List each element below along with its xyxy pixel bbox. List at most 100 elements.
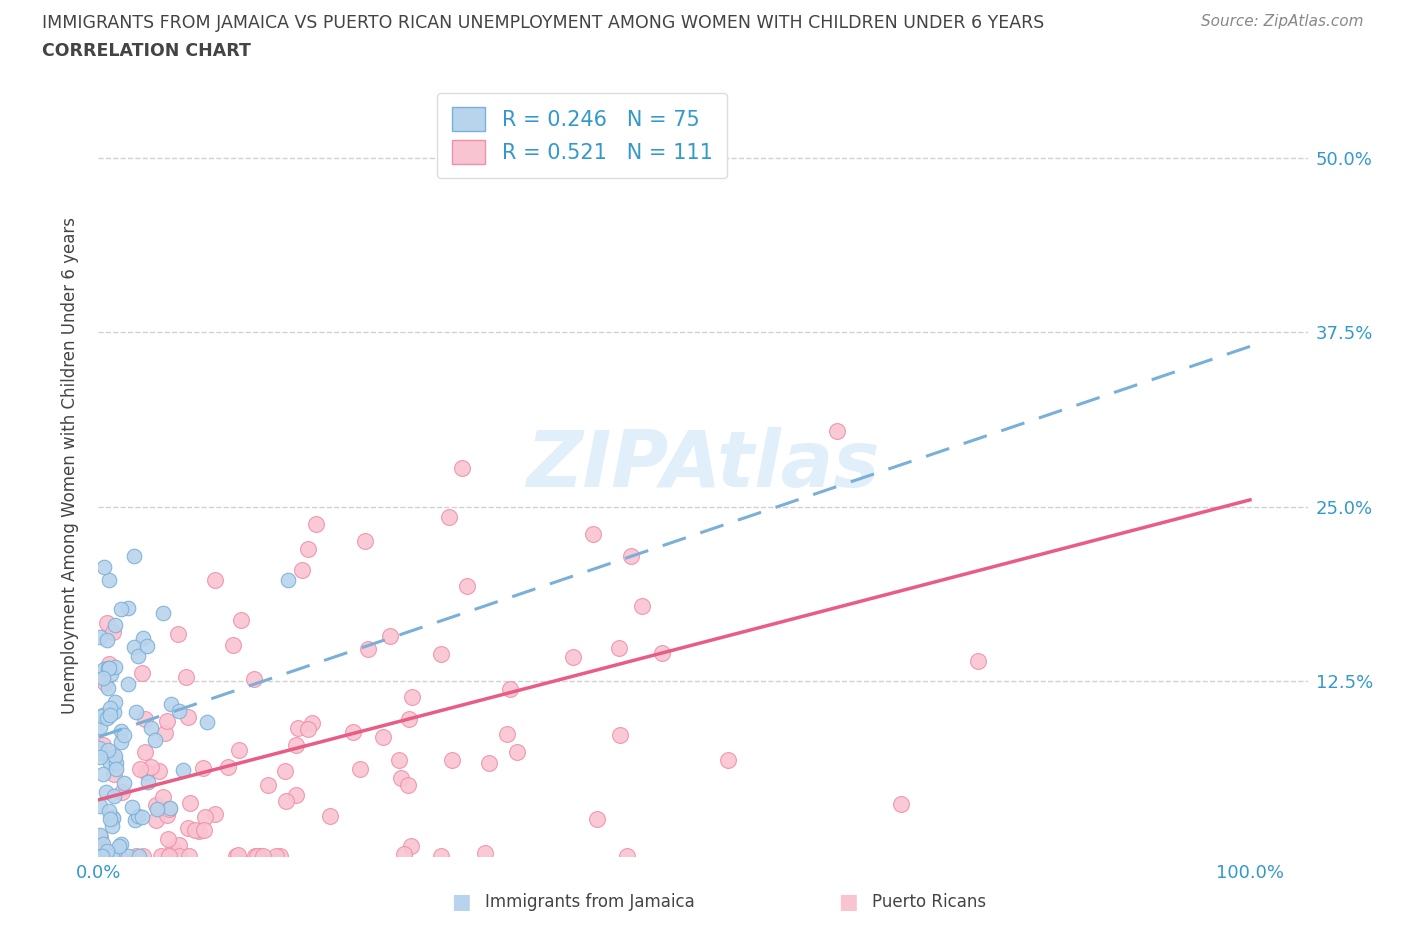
Point <box>156 808 179 823</box>
Point <box>110 837 132 852</box>
Point <box>100 848 122 863</box>
Point <box>561 649 583 664</box>
Point <box>136 639 159 654</box>
Point <box>156 831 179 846</box>
Point <box>179 795 201 810</box>
Point <box>98 812 121 827</box>
Point <box>456 578 478 593</box>
Point <box>104 755 127 770</box>
Point <box>631 598 654 613</box>
Point <box>97 573 120 588</box>
Point <box>101 811 124 826</box>
Point <box>103 766 125 781</box>
Point <box>167 838 190 853</box>
Point <box>194 809 217 824</box>
Text: Source: ZipAtlas.com: Source: ZipAtlas.com <box>1201 14 1364 29</box>
Point <box>98 657 121 671</box>
Point <box>141 760 163 775</box>
Point <box>441 753 464 768</box>
Point <box>91 766 114 781</box>
Point <box>266 848 288 863</box>
Point <box>131 666 153 681</box>
Y-axis label: Unemployment Among Women with Children Under 6 years: Unemployment Among Women with Children U… <box>60 217 79 713</box>
Point <box>110 734 132 749</box>
Point <box>110 724 132 738</box>
Point <box>966 654 988 669</box>
Point <box>91 837 114 852</box>
Point <box>609 728 631 743</box>
Point <box>91 737 114 752</box>
Text: ZIPAtlas: ZIPAtlas <box>526 427 880 503</box>
Point <box>145 798 167 813</box>
Point <box>371 730 394 745</box>
Point <box>174 670 197 684</box>
Point <box>586 812 609 827</box>
Point <box>104 761 127 776</box>
Text: Puerto Ricans: Puerto Ricans <box>872 894 987 911</box>
Point <box>96 848 118 863</box>
Point <box>291 563 314 578</box>
Point <box>349 762 371 777</box>
Point <box>167 627 190 642</box>
Point <box>94 675 117 690</box>
Point <box>257 777 280 792</box>
Point <box>98 700 121 715</box>
Point <box>136 775 159 790</box>
Point <box>121 800 143 815</box>
Point <box>193 823 215 838</box>
Point <box>478 756 501 771</box>
Text: ■: ■ <box>838 893 858 912</box>
Point <box>246 848 269 863</box>
Point <box>156 713 179 728</box>
Point <box>825 423 848 438</box>
Point <box>274 793 297 808</box>
Point <box>169 848 191 863</box>
Point <box>401 839 423 854</box>
Point <box>204 806 226 821</box>
Point <box>297 542 319 557</box>
Point <box>284 737 307 752</box>
Point <box>195 714 218 729</box>
Point <box>247 848 270 863</box>
Point <box>243 671 266 686</box>
Text: IMMIGRANTS FROM JAMAICA VS PUERTO RICAN UNEMPLOYMENT AMONG WOMEN WITH CHILDREN U: IMMIGRANTS FROM JAMAICA VS PUERTO RICAN … <box>42 14 1045 32</box>
Point <box>117 676 139 691</box>
Point <box>285 788 308 803</box>
Point <box>96 616 118 631</box>
Point <box>89 750 111 764</box>
Point <box>389 770 412 785</box>
Point <box>228 847 250 862</box>
Point <box>357 642 380 657</box>
Point <box>269 848 291 863</box>
Point <box>89 798 111 813</box>
Point <box>96 632 118 647</box>
Point <box>184 822 207 837</box>
Point <box>117 600 139 615</box>
Point <box>172 763 194 777</box>
Point <box>616 848 638 863</box>
Point <box>392 847 415 862</box>
Point <box>228 742 250 757</box>
Point <box>101 811 124 826</box>
Point <box>96 844 118 858</box>
Point <box>169 703 191 718</box>
Point <box>388 752 411 767</box>
Point <box>225 848 247 863</box>
Point <box>651 645 673 660</box>
Point <box>620 549 643 564</box>
Point <box>107 839 129 854</box>
Point <box>132 631 155 645</box>
Point <box>149 848 172 863</box>
Point <box>430 646 453 661</box>
Point <box>91 708 114 723</box>
Point <box>157 802 180 817</box>
Point <box>101 818 124 833</box>
Point <box>159 801 181 816</box>
Point <box>91 671 114 685</box>
Point <box>131 810 153 825</box>
Text: Immigrants from Jamaica: Immigrants from Jamaica <box>485 894 695 911</box>
Point <box>152 605 174 620</box>
Point <box>177 820 200 835</box>
Point <box>134 745 156 760</box>
Point <box>127 808 149 823</box>
